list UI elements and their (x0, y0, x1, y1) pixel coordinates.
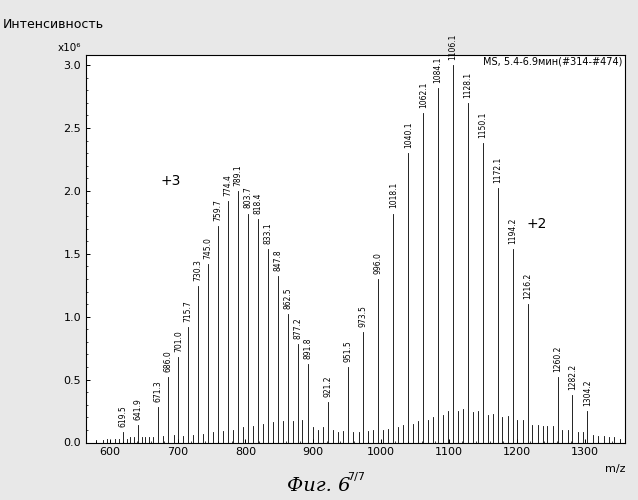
Text: 996.0: 996.0 (374, 252, 383, 274)
Text: 641.9: 641.9 (134, 398, 143, 420)
Text: 1172.1: 1172.1 (493, 157, 502, 184)
Text: 1018.1: 1018.1 (389, 182, 398, 208)
Text: 1150.1: 1150.1 (478, 112, 487, 138)
Text: 951.5: 951.5 (344, 340, 353, 362)
Text: 803.7: 803.7 (244, 186, 253, 208)
Text: 891.8: 891.8 (303, 338, 312, 359)
Text: m/z: m/z (605, 464, 625, 474)
Text: 1194.2: 1194.2 (508, 218, 517, 244)
Text: MS, 5.4-6.9мин(#314-#474): MS, 5.4-6.9мин(#314-#474) (483, 57, 623, 67)
Text: 833.1: 833.1 (263, 222, 272, 244)
Text: 1040.1: 1040.1 (404, 122, 413, 148)
Text: +2: +2 (527, 217, 547, 231)
Text: x10⁶: x10⁶ (57, 43, 81, 53)
Text: 1216.2: 1216.2 (523, 273, 532, 299)
Text: Фиг. 6: Фиг. 6 (287, 477, 351, 495)
Text: 671.3: 671.3 (154, 380, 163, 402)
Text: 715.7: 715.7 (184, 300, 193, 322)
Text: 921.2: 921.2 (323, 376, 332, 397)
Text: 7/7: 7/7 (346, 472, 365, 482)
Text: 730.3: 730.3 (194, 260, 203, 281)
Text: 862.5: 862.5 (283, 288, 292, 309)
Text: 818.4: 818.4 (253, 192, 262, 214)
Text: 1304.2: 1304.2 (583, 380, 592, 406)
Text: 789.1: 789.1 (234, 164, 242, 186)
Text: 1282.2: 1282.2 (568, 364, 577, 390)
Text: +3: +3 (161, 174, 181, 188)
Text: Интенсивность: Интенсивность (3, 18, 105, 30)
Text: 1106.1: 1106.1 (449, 34, 457, 60)
Text: 1062.1: 1062.1 (419, 82, 427, 108)
Text: 973.5: 973.5 (359, 305, 367, 327)
Text: 877.2: 877.2 (293, 318, 302, 340)
Text: 1084.1: 1084.1 (434, 56, 443, 82)
Text: 1260.2: 1260.2 (553, 346, 562, 372)
Text: 619.5: 619.5 (119, 406, 128, 427)
Text: 701.0: 701.0 (174, 330, 183, 352)
Text: 774.4: 774.4 (224, 174, 233, 196)
Text: 686.0: 686.0 (164, 350, 173, 372)
Text: 745.0: 745.0 (204, 237, 212, 259)
Text: 847.8: 847.8 (274, 250, 283, 272)
Text: 1128.1: 1128.1 (463, 72, 473, 98)
Text: 759.7: 759.7 (214, 199, 223, 221)
